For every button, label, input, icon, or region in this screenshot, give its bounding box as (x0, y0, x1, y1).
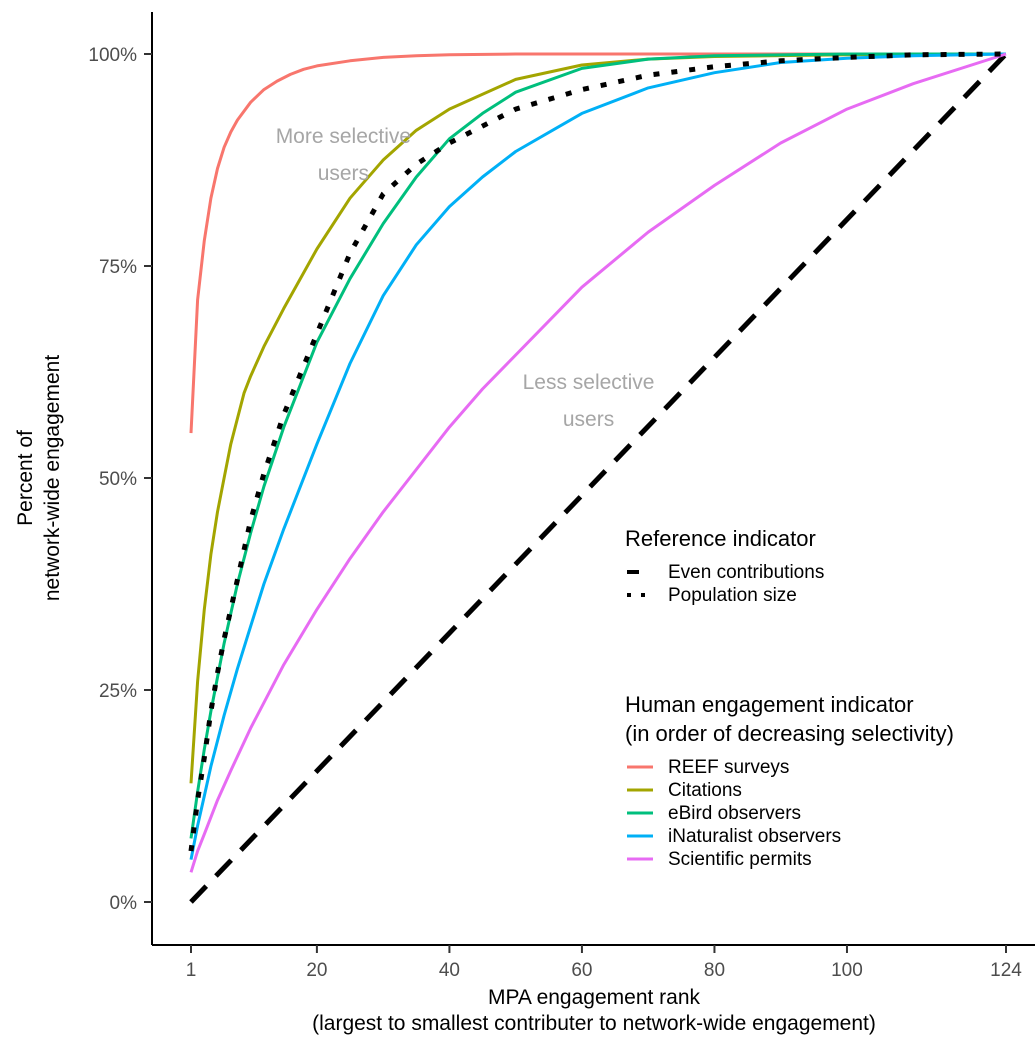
x-tick-label: 100 (831, 960, 863, 981)
legend-label: REEF surveys (668, 757, 789, 778)
x-axis-ticks: 1 20 40 60 80 100 124 (186, 945, 1022, 981)
legend-label: Citations (668, 780, 742, 801)
y-axis-ticks: 0% 25% 50% 75% 100% (88, 45, 152, 914)
legend-label: Scientific permits (668, 849, 812, 870)
series-line (189, 52, 1007, 784)
legend-title: Reference indicator (625, 526, 816, 551)
y-axis-subtitle: network-wide engagement (41, 355, 64, 601)
y-tick-label: 0% (110, 893, 138, 914)
series-line (189, 52, 1007, 860)
x-tick-label: 60 (571, 960, 592, 981)
annotation-text: users (563, 408, 614, 431)
x-tick-label: 40 (439, 960, 460, 981)
annotation-text: Less selective (523, 371, 655, 394)
x-axis-title: MPA engagement rank (488, 986, 701, 1009)
series-line (189, 52, 1006, 434)
legend-label: Population size (668, 585, 797, 606)
legend: Human engagement indicator (in order of d… (625, 692, 954, 870)
legends: Reference indicator Even contributionsPop… (625, 526, 954, 870)
x-tick-label: 1 (186, 960, 197, 981)
annotations: More selective users Less selective users (276, 125, 655, 431)
annotation-text: users (318, 162, 369, 185)
y-tick-label: 75% (99, 257, 137, 278)
series-line (188, 51, 1007, 852)
series-line (189, 52, 1006, 839)
series-line (189, 52, 1007, 873)
series-layer (188, 51, 1008, 904)
y-tick-label: 50% (99, 469, 137, 490)
x-tick-label: 80 (704, 960, 725, 981)
y-tick-label: 25% (99, 681, 137, 702)
x-tick-label: 124 (990, 960, 1022, 981)
legend: Reference indicator Even contributionsPop… (625, 526, 824, 606)
legend-label: Even contributions (668, 562, 824, 583)
x-tick-label: 20 (306, 960, 327, 981)
x-axis-subtitle: (largest to smallest contributer to netw… (312, 1012, 876, 1035)
y-tick-label: 100% (88, 45, 137, 66)
legend-label: iNaturalist observers (668, 826, 841, 847)
annotation-text: More selective (276, 125, 411, 148)
legend-label: eBird observers (668, 803, 801, 824)
legend-title: (in order of decreasing selectivity) (625, 721, 954, 746)
legend-title: Human engagement indicator (625, 692, 914, 717)
y-axis-title: Percent of (14, 430, 37, 526)
plot-panel (151, 12, 1035, 946)
series-line (189, 52, 1008, 904)
